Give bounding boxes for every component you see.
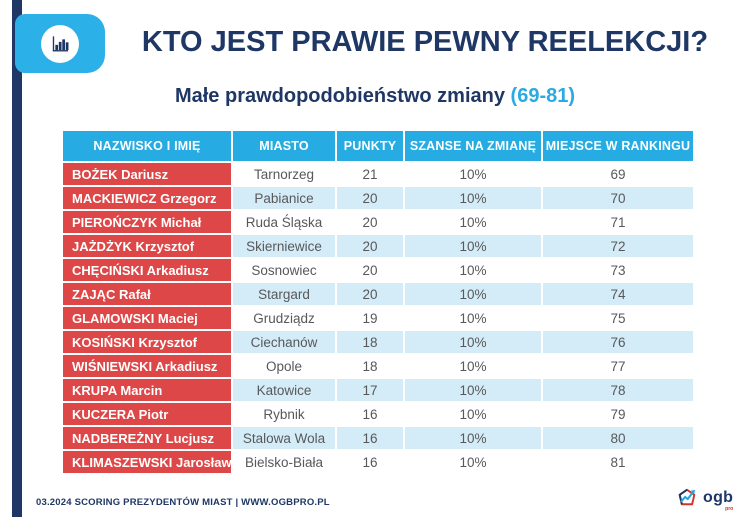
row-rank-cell: 76 — [543, 331, 693, 353]
row-points-cell: 20 — [337, 259, 403, 281]
row-points-cell: 16 — [337, 427, 403, 449]
row-name-cell: WIŚNIEWSKI Arkadiusz — [63, 355, 231, 377]
row-name-cell: NADBEREŻNY Lucjusz — [63, 427, 231, 449]
row-name-cell: MACKIEWICZ Grzegorz — [63, 187, 231, 209]
row-chance-cell: 10% — [405, 235, 541, 257]
row-rank-cell: 75 — [543, 307, 693, 329]
row-points-cell: 17 — [337, 379, 403, 401]
ranking-table: NAZWISKO I IMIĘ MIASTO PUNKTY SZANSE NA ZMI… — [63, 131, 693, 473]
subtitle-text: Małe prawdopodobieństwo zmiany — [174, 85, 505, 107]
row-city-cell: Ruda Śląska — [233, 211, 335, 233]
row-city-cell: Katowice — [233, 379, 335, 401]
row-rank-cell: 77 — [543, 355, 693, 377]
row-rank-cell: 78 — [543, 379, 693, 401]
row-city-cell: Bielsko-Biała — [233, 451, 335, 473]
row-name-cell: KOSIŃSKI Krzysztof — [63, 331, 231, 353]
row-city-cell: Opole — [233, 355, 335, 377]
row-rank-cell: 69 — [543, 163, 693, 185]
row-name-cell: GLAMOWSKI Maciej — [63, 307, 231, 329]
row-rank-cell: 81 — [543, 451, 693, 473]
row-name-cell: KUCZERA Piotr — [63, 403, 231, 425]
row-points-cell: 20 — [337, 235, 403, 257]
row-city-cell: Ciechanów — [233, 331, 335, 353]
column-header-5: MIEJSCE W RANKINGU — [543, 131, 693, 161]
left-accent-bar — [12, 0, 22, 517]
subtitle-range: (69-81) — [510, 85, 576, 107]
row-city-cell: Rybnik — [233, 403, 335, 425]
row-rank-cell: 72 — [543, 235, 693, 257]
column-header-3: PUNKTY — [337, 131, 403, 161]
ogb-logo-text: ogb — [703, 488, 734, 506]
chart-icon-badge — [15, 14, 105, 73]
row-city-cell: Pabianice — [233, 187, 335, 209]
row-chance-cell: 10% — [405, 163, 541, 185]
row-points-cell: 20 — [337, 187, 403, 209]
row-chance-cell: 10% — [405, 355, 541, 377]
row-name-cell: CHĘCIŃSKI Arkadiusz — [63, 259, 231, 281]
row-name-cell: ZAJĄC Rafał — [63, 283, 231, 305]
row-points-cell: 18 — [337, 355, 403, 377]
row-city-cell: Sosnowiec — [233, 259, 335, 281]
row-city-cell: Tarnorzeg — [233, 163, 335, 185]
row-rank-cell: 79 — [543, 403, 693, 425]
row-points-cell: 20 — [337, 211, 403, 233]
bar-chart-icon — [41, 24, 79, 63]
row-name-cell: KRUPA Marcin — [63, 379, 231, 401]
column-header-1: NAZWISKO I IMIĘ — [63, 131, 231, 161]
footer-text: 03.2024 SCORING PREZYDENTÓW MIAST | WWW.… — [36, 497, 330, 508]
row-chance-cell: 10% — [405, 307, 541, 329]
column-header-4: SZANSE NA ZMIANĘ — [405, 131, 541, 161]
row-points-cell: 19 — [337, 307, 403, 329]
row-city-cell: Grudziądz — [233, 307, 335, 329]
page-subtitle: Małe prawdopodobieństwo zmiany (69-81) — [0, 85, 750, 108]
row-chance-cell: 10% — [405, 283, 541, 305]
row-city-cell: Stalowa Wola — [233, 427, 335, 449]
row-rank-cell: 74 — [543, 283, 693, 305]
row-name-cell: PIEROŃCZYK Michał — [63, 211, 231, 233]
row-points-cell: 16 — [337, 451, 403, 473]
row-city-cell: Skierniewice — [233, 235, 335, 257]
row-name-cell: JAŻDŻYK Krzysztof — [63, 235, 231, 257]
row-rank-cell: 80 — [543, 427, 693, 449]
page-title: KTO JEST PRAWIE PEWNY REELEKCJI? — [141, 26, 709, 58]
row-chance-cell: 10% — [405, 211, 541, 233]
ogb-logo: ogb pro — [676, 487, 733, 514]
row-chance-cell: 10% — [405, 331, 541, 353]
column-header-2: MIASTO — [233, 131, 335, 161]
row-chance-cell: 10% — [405, 427, 541, 449]
row-rank-cell: 71 — [543, 211, 693, 233]
row-chance-cell: 10% — [405, 379, 541, 401]
row-rank-cell: 70 — [543, 187, 693, 209]
row-chance-cell: 10% — [405, 451, 541, 473]
row-city-cell: Stargard — [233, 283, 335, 305]
row-points-cell: 18 — [337, 331, 403, 353]
row-points-cell: 21 — [337, 163, 403, 185]
ogb-logo-wordmark: ogb pro — [703, 488, 734, 512]
row-points-cell: 16 — [337, 403, 403, 425]
row-chance-cell: 10% — [405, 187, 541, 209]
row-name-cell: KLIMASZEWSKI Jarosław — [63, 451, 232, 473]
ogb-logo-subtext: pro — [725, 505, 734, 512]
row-chance-cell: 10% — [405, 403, 541, 425]
row-rank-cell: 73 — [543, 259, 693, 281]
row-points-cell: 20 — [337, 283, 403, 305]
row-chance-cell: 10% — [405, 259, 541, 281]
ogb-logo-icon — [676, 487, 698, 514]
row-name-cell: BOŻEK Dariusz — [63, 163, 231, 185]
